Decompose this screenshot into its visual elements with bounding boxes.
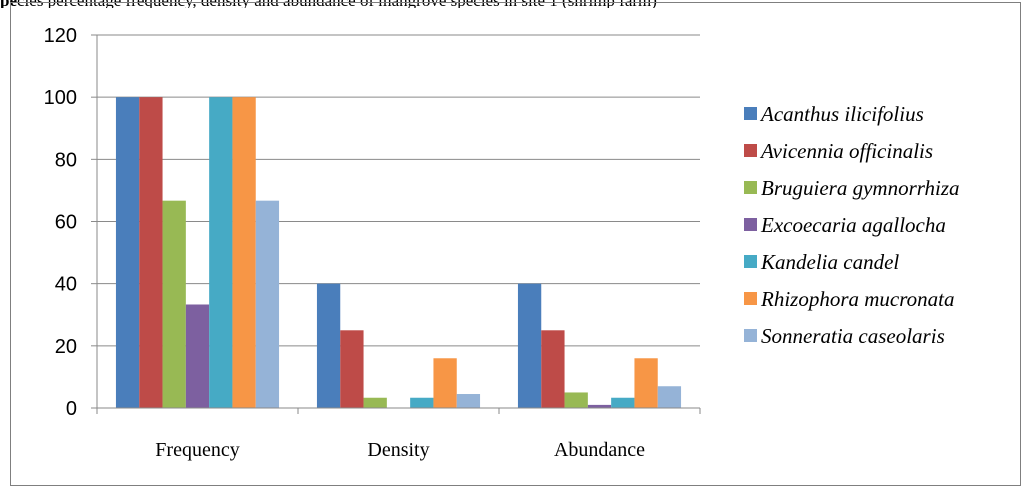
legend-label: Rhizophora mucronata [760, 287, 954, 311]
bar-kandelia-candel-frequency [209, 97, 233, 409]
x-category-label: Frequency [155, 439, 239, 461]
legend-swatch [744, 292, 757, 305]
legend: Acanthus ilicifolius Avicennia officinali… [744, 102, 960, 348]
legend-swatch [744, 329, 757, 342]
bar-acanthus-ilicifolius-frequency [115, 97, 140, 409]
legend-label: Sonneratia caseolaris [761, 324, 945, 348]
bar-acanthus-ilicifolius-density [316, 283, 341, 408]
y-tick-label: 120 [44, 25, 77, 47]
legend-swatch [744, 218, 757, 231]
y-tick-label: 40 [55, 274, 77, 296]
y-tick-label: 100 [44, 87, 77, 109]
bar-kandelia-candel-density [410, 397, 434, 408]
bar-bruguiera-gymnorrhiza-abundance [564, 392, 588, 408]
legend-label: Kandelia candel [760, 250, 899, 274]
legend-swatch [744, 144, 757, 157]
x-category-label: Density [367, 439, 429, 461]
chart-frame [10, 2, 1021, 486]
legend-label: Bruguiera gymnorrhiza [761, 176, 960, 200]
x-category-label: Abundance [554, 439, 645, 461]
bar-rhizophora-mucronata-abundance [634, 358, 658, 408]
bar-excoecaria-agallocha-frequency [185, 304, 210, 408]
caption-lead: pe [0, 0, 17, 8]
figure-caption: pecies percentage frequency, density and… [0, 0, 1027, 8]
y-tick-label: 0 [66, 398, 77, 420]
bar-rhizophora-mucronata-frequency [232, 97, 256, 409]
bars-layer [115, 97, 682, 409]
caption-text: cies percentage frequency, density and a… [17, 0, 657, 8]
y-tick-label: 20 [55, 336, 77, 358]
bar-avicennia-officinalis-density [340, 330, 364, 408]
bar-sonneratia-caseolaris-frequency [255, 200, 280, 408]
bar-acanthus-ilicifolius-abundance [517, 283, 542, 408]
legend-swatch [744, 107, 757, 120]
y-tick-label: 60 [55, 212, 77, 234]
bar-bruguiera-gymnorrhiza-frequency [162, 200, 186, 408]
legend-label: Avicennia officinalis [759, 139, 933, 163]
legend-label: Acanthus ilicifolius [759, 102, 924, 126]
legend-swatch [744, 255, 757, 268]
bar-sonneratia-caseolaris-abundance [657, 386, 682, 408]
bar-bruguiera-gymnorrhiza-density [363, 397, 387, 408]
legend-label: Excoecaria agallocha [760, 213, 946, 237]
gridlines [97, 34, 700, 347]
bar-kandelia-candel-abundance [611, 397, 635, 408]
legend-swatch [744, 181, 757, 194]
y-tick-label: 80 [55, 149, 77, 171]
bar-avicennia-officinalis-abundance [541, 330, 565, 408]
bar-rhizophora-mucronata-density [433, 358, 457, 408]
bar-avicennia-officinalis-frequency [139, 97, 163, 409]
bar-sonneratia-caseolaris-density [456, 394, 481, 408]
bar-excoecaria-agallocha-abundance [587, 404, 612, 408]
axes-layer: 0 20 40 60 80 100 120 Frequency Density Abundance [44, 25, 701, 461]
